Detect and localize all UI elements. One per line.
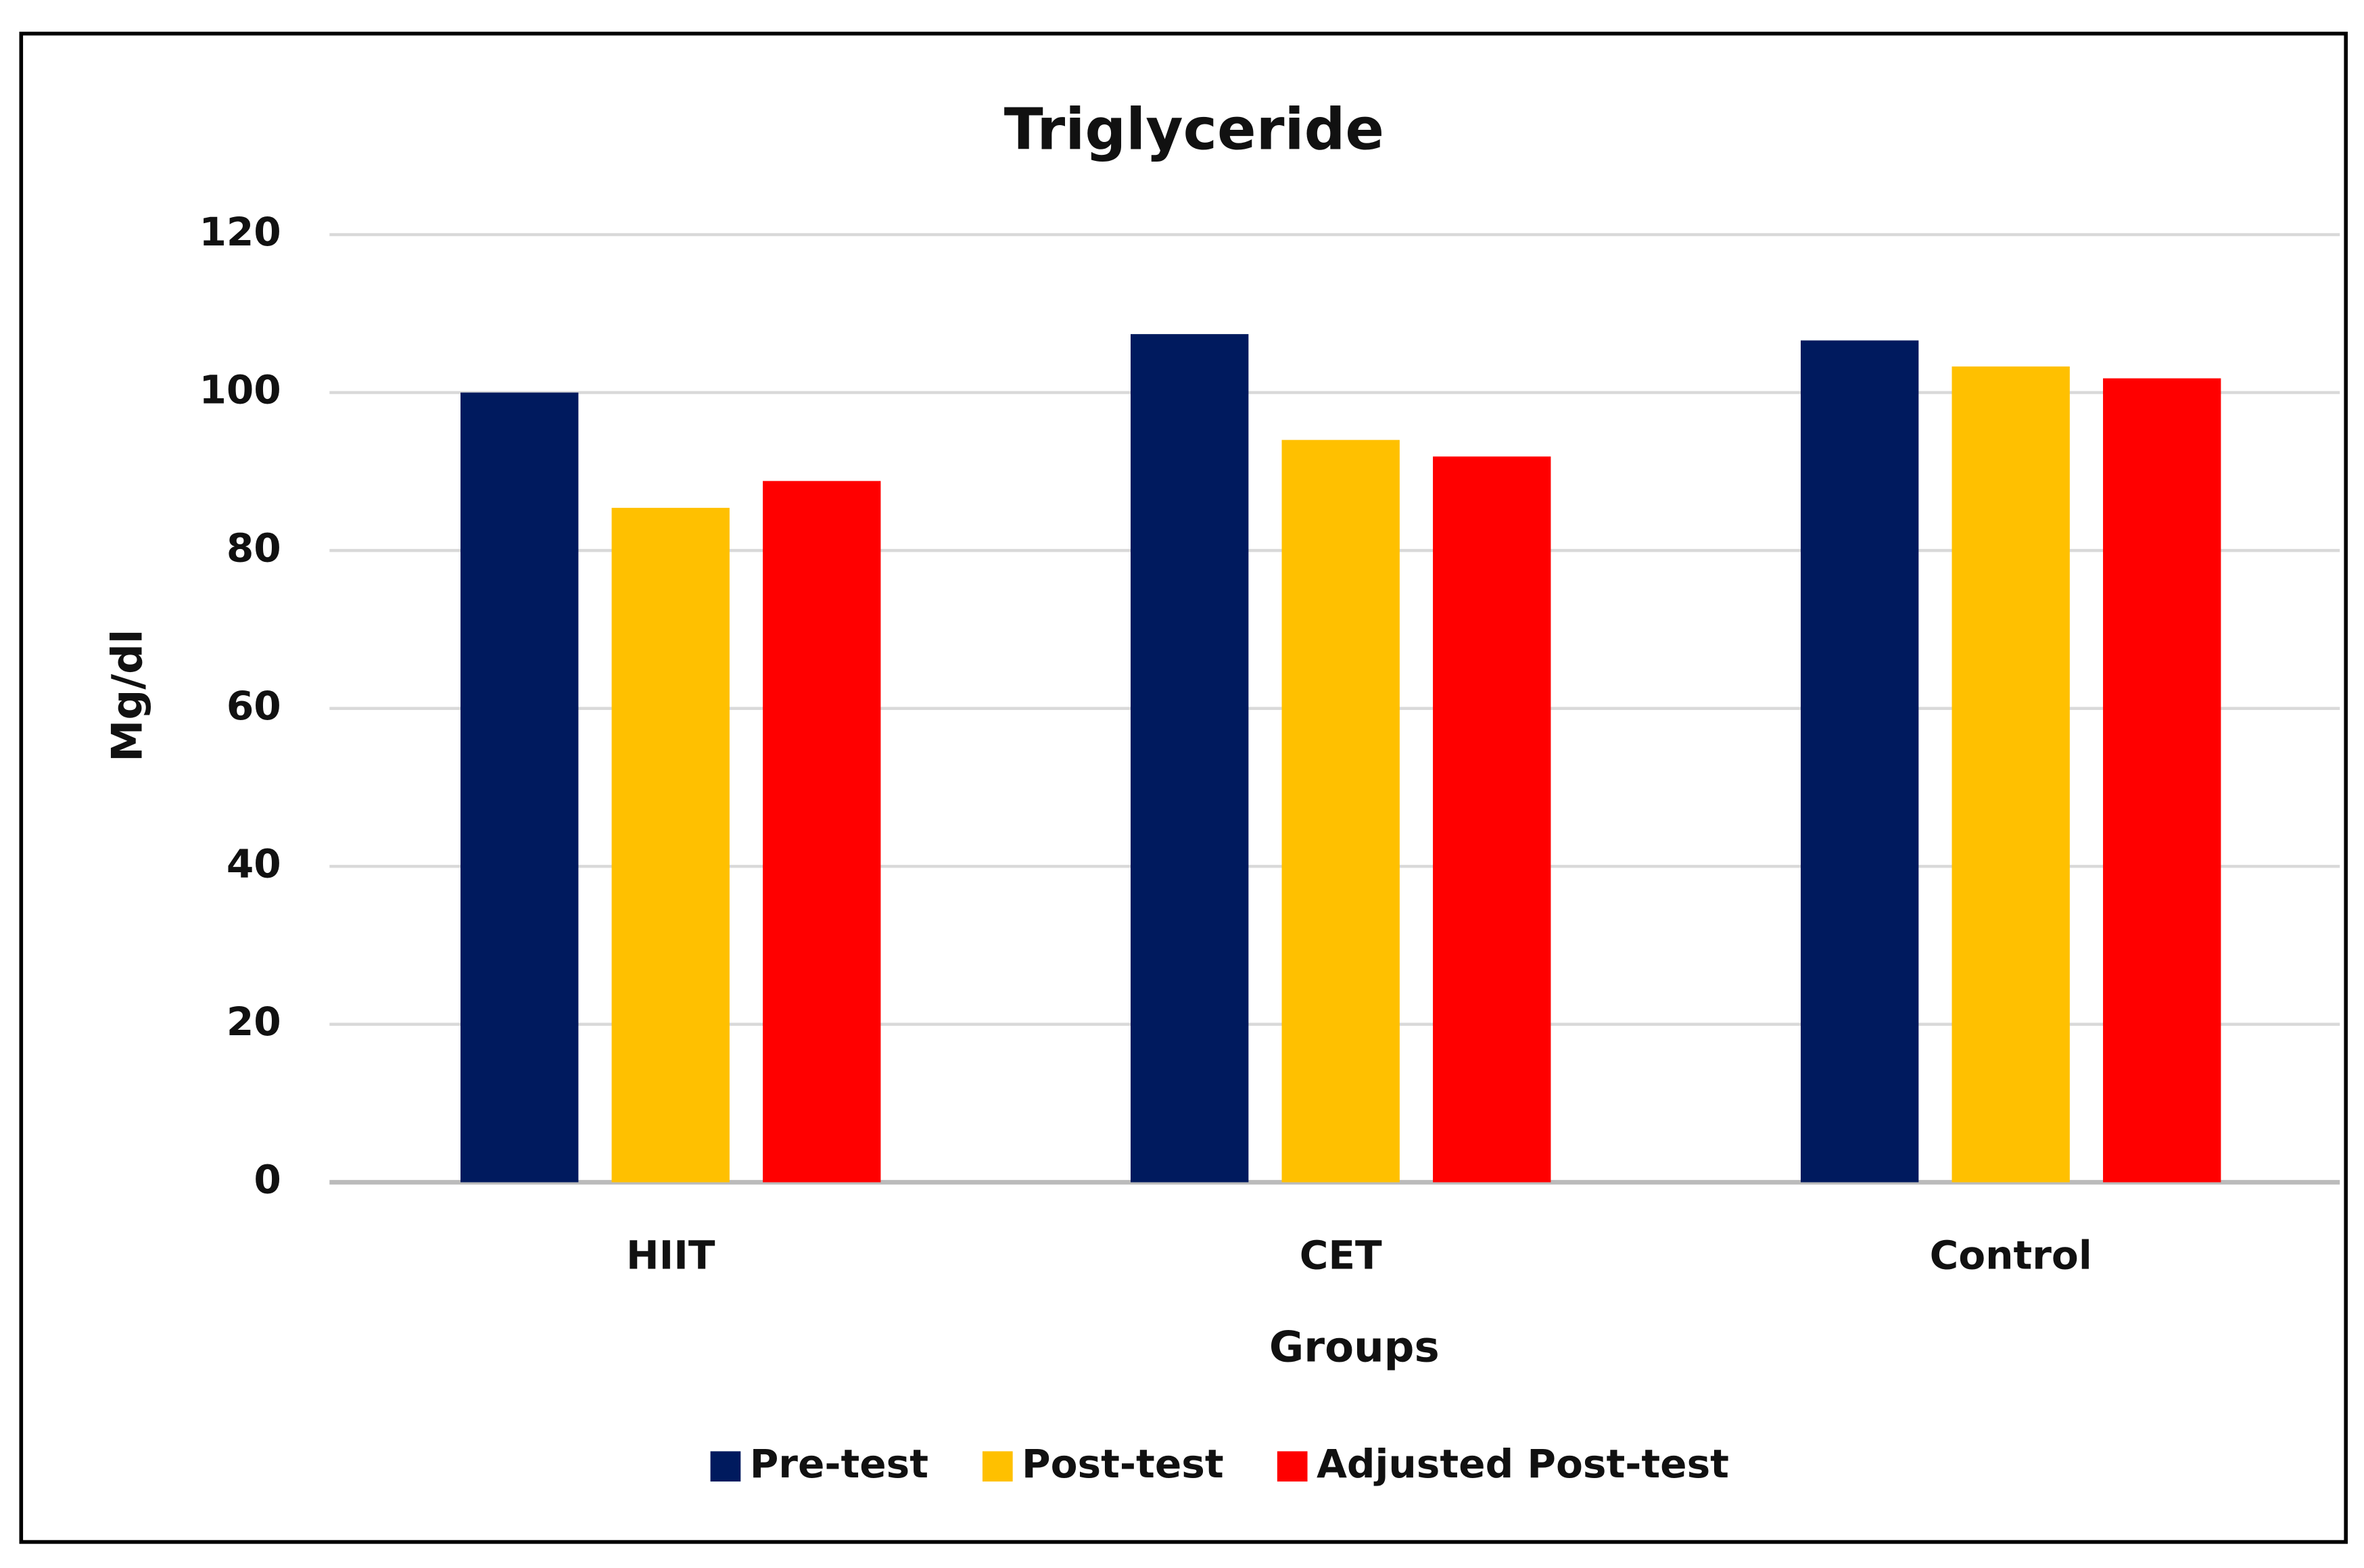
chart-border <box>19 31 2348 1544</box>
legend-swatch <box>710 1451 741 1482</box>
y-tick-label: 40 <box>227 840 281 886</box>
bar <box>611 508 730 1183</box>
y-tick-label: 0 <box>254 1157 281 1203</box>
legend-label: Post-test <box>1022 1441 1224 1487</box>
y-tick-label: 20 <box>227 999 281 1045</box>
legend-swatch <box>1277 1451 1308 1482</box>
bar <box>1952 366 2070 1183</box>
x-tick-label: Control <box>1930 1232 2092 1278</box>
bar <box>763 481 881 1183</box>
y-tick-label: 60 <box>227 683 281 729</box>
legend-swatch <box>982 1451 1013 1482</box>
legend-label: Adjusted Post-test <box>1317 1441 1729 1487</box>
y-tick-label: 100 <box>199 367 281 413</box>
y-tick-label: 120 <box>199 209 281 255</box>
y-tick-label: 80 <box>227 525 281 571</box>
bar <box>1800 340 1919 1183</box>
y-axis-label: Mg/dl <box>102 629 151 762</box>
chart-title: Triglyceride <box>1004 97 1384 164</box>
bar <box>1131 334 1249 1183</box>
legend-label: Pre-test <box>750 1441 928 1487</box>
bar <box>1281 439 1400 1183</box>
bar <box>460 392 579 1183</box>
x-tick-label: HIIT <box>626 1232 715 1278</box>
bar <box>2103 378 2221 1183</box>
bar <box>1433 456 1551 1183</box>
x-tick-label: CET <box>1300 1232 1382 1278</box>
x-axis-label: Groups <box>1269 1323 1440 1372</box>
